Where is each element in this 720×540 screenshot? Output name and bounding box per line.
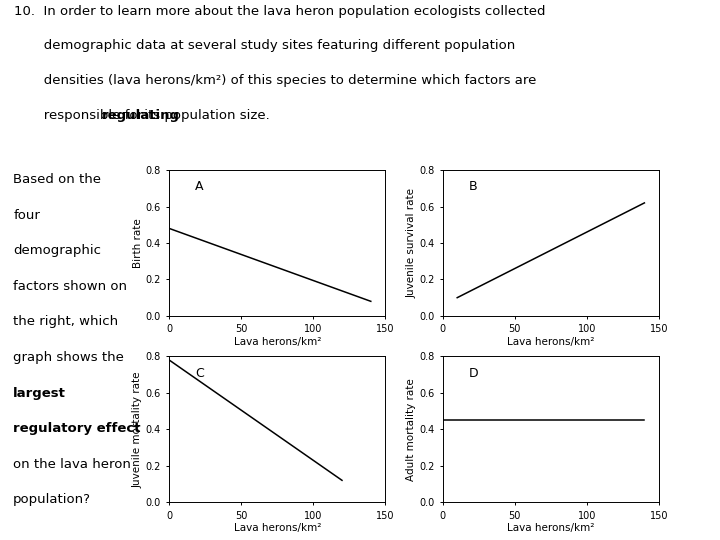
- X-axis label: Lava herons/km²: Lava herons/km²: [507, 337, 595, 347]
- Text: D: D: [469, 367, 478, 380]
- Text: regulating: regulating: [102, 109, 180, 122]
- Text: C: C: [195, 367, 204, 380]
- Y-axis label: Birth rate: Birth rate: [132, 218, 143, 268]
- Text: four: four: [13, 209, 40, 222]
- Y-axis label: Juvenile survival rate: Juvenile survival rate: [406, 188, 416, 298]
- Text: on the lava heron: on the lava heron: [13, 457, 131, 470]
- Text: its population size.: its population size.: [140, 109, 270, 122]
- Text: B: B: [469, 180, 477, 193]
- Text: demographic: demographic: [13, 245, 102, 258]
- X-axis label: Lava herons/km²: Lava herons/km²: [233, 523, 321, 534]
- Text: Based on the: Based on the: [13, 173, 102, 186]
- Text: responsible for: responsible for: [14, 109, 148, 122]
- X-axis label: Lava herons/km²: Lava herons/km²: [233, 337, 321, 347]
- Text: 10.  In order to learn more about the lava heron population ecologists collected: 10. In order to learn more about the lav…: [14, 4, 546, 17]
- Text: factors shown on: factors shown on: [13, 280, 127, 293]
- Text: demographic data at several study sites featuring different population: demographic data at several study sites …: [14, 39, 516, 52]
- Text: regulatory effect: regulatory effect: [13, 422, 140, 435]
- Y-axis label: Adult mortality rate: Adult mortality rate: [406, 378, 416, 481]
- Text: densities (lava herons/km²) of this species to determine which factors are: densities (lava herons/km²) of this spec…: [14, 74, 537, 87]
- Text: largest: largest: [13, 387, 66, 400]
- Text: the right, which: the right, which: [13, 315, 118, 328]
- Text: graph shows the: graph shows the: [13, 351, 124, 364]
- Text: A: A: [195, 180, 204, 193]
- Y-axis label: Juvenile mortality rate: Juvenile mortality rate: [132, 371, 143, 488]
- X-axis label: Lava herons/km²: Lava herons/km²: [507, 523, 595, 534]
- Text: population?: population?: [13, 493, 91, 506]
